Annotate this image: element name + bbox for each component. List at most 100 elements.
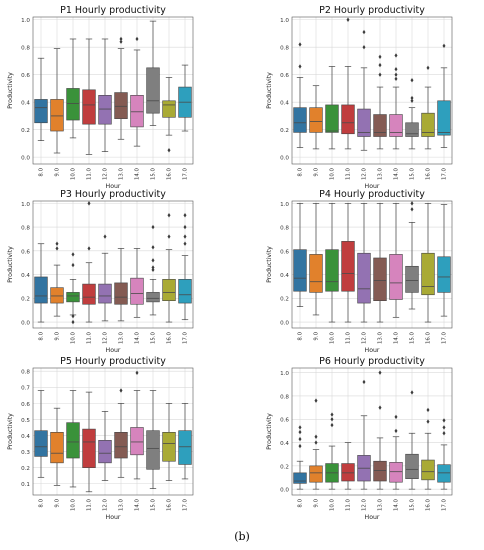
y-tick-label: 0.0 (280, 156, 289, 162)
y-tick-label: 1.0 (21, 18, 30, 24)
box-iqr-14.0 (389, 462, 403, 483)
y-tick-label: 0.0 (21, 156, 30, 162)
x-tick-label: 10.0 (330, 498, 336, 511)
outlier-point (442, 43, 446, 49)
axes-frame (32, 16, 194, 165)
y-tick-label: 0.3 (21, 450, 30, 456)
outlier-point (442, 425, 446, 430)
outlier-point (394, 76, 398, 82)
box-iqr-8.0 (34, 99, 48, 124)
y-axis-label: Productivity (266, 246, 273, 283)
chart-title: P6 Hourly productivity (319, 356, 425, 367)
x-tick-label: 8.0 (39, 498, 45, 507)
x-tick-label: 17.0 (442, 498, 448, 511)
box-iqr-11.0 (82, 89, 96, 125)
x-axis-label: Hour (365, 514, 380, 521)
outlier-point (183, 213, 187, 218)
x-tick-label: 11.0 (346, 498, 352, 511)
box-iqr-9.0 (309, 465, 323, 483)
chart-panel-5: 0.1 0.2 0.3 0.4 0.5 0.6 0.7 0.8 8.0 9.0 10.0 11.0 12… (7, 356, 194, 521)
box-iqr-14.0 (389, 254, 403, 300)
outlier-point (314, 434, 318, 439)
outlier-point (410, 95, 414, 101)
box-iqr-15.0 (405, 122, 419, 137)
outlier-point (330, 412, 334, 417)
outlier-point (183, 234, 187, 239)
x-tick-label: 12.0 (103, 167, 109, 180)
outlier-point (426, 419, 430, 424)
y-tick-label: 0.4 (21, 101, 30, 107)
x-tick-label: 15.0 (410, 331, 416, 344)
box-iqr-13.0 (373, 114, 387, 137)
outlier-point (119, 388, 123, 393)
box-iqr-9.0 (50, 99, 64, 132)
x-tick-label: 11.0 (87, 331, 93, 344)
x-tick-label: 13.0 (119, 331, 125, 344)
y-axis-label: Productivity (7, 246, 14, 283)
outlier-point (183, 241, 187, 246)
box-iqr-16.0 (162, 100, 176, 118)
box-iqr-16.0 (162, 279, 176, 302)
outlier-point (298, 443, 302, 449)
figure-caption: (b) (234, 530, 250, 543)
box-iqr-11.0 (82, 428, 96, 468)
outlier-point (183, 224, 187, 230)
box-iqr-10.0 (325, 249, 339, 292)
outlier-point (55, 246, 59, 251)
outlier-point (151, 265, 155, 270)
chart-panel-2: 0.0 0.2 0.4 0.6 0.8 1.0 8.0 9.0 10.0 11.0 12.0 13.0… (266, 5, 453, 190)
x-tick-label: 9.0 (55, 331, 61, 340)
x-tick-label: 8.0 (39, 167, 45, 176)
box-iqr-16.0 (162, 432, 176, 462)
x-tick-label: 12.0 (362, 498, 368, 511)
box-iqr-14.0 (130, 427, 144, 456)
y-tick-label: 0.4 (280, 441, 289, 447)
outlier-point (410, 77, 414, 83)
x-tick-label: 10.0 (71, 167, 77, 180)
x-tick-label: 11.0 (87, 167, 93, 180)
y-tick-label: 1.0 (280, 371, 289, 377)
chart-panel-3: 0.0 0.2 0.4 0.6 0.8 1.0 8.0 9.0 10.0 11.0 12.0 13.0… (7, 189, 194, 354)
outlier-point (410, 390, 414, 395)
outlier-point (314, 440, 318, 445)
x-tick-label: 11.0 (346, 331, 352, 344)
y-axis-label: Productivity (266, 413, 273, 450)
outlier-point (378, 370, 382, 375)
x-tick-label: 17.0 (183, 167, 189, 180)
y-tick-label: 0.5 (21, 418, 30, 424)
x-tick-label: 9.0 (314, 331, 320, 340)
outlier-point (410, 207, 414, 212)
chart-title: P5 Hourly productivity (60, 356, 166, 367)
box-iqr-14.0 (130, 277, 144, 305)
x-tick-label: 15.0 (410, 498, 416, 511)
y-tick-label: 0.8 (21, 226, 30, 232)
chart-title: P3 Hourly productivity (60, 189, 166, 200)
x-tick-label: 10.0 (330, 167, 336, 180)
box-iqr-16.0 (421, 459, 435, 481)
outlier-point (151, 258, 155, 263)
axes-frame (291, 200, 453, 329)
outlier-point (71, 319, 75, 325)
x-tick-label: 15.0 (151, 167, 157, 180)
box-iqr-9.0 (50, 287, 64, 304)
axes-frame (32, 200, 194, 329)
outlier-point (71, 262, 75, 268)
x-axis-label: Hour (106, 347, 121, 354)
outlier-point (119, 36, 123, 42)
outlier-point (151, 267, 155, 273)
x-tick-label: 8.0 (39, 331, 45, 340)
y-axis-label: Productivity (7, 72, 14, 109)
x-tick-label: 13.0 (378, 167, 384, 180)
chart-title: P4 Hourly productivity (319, 189, 425, 200)
outlier-point (71, 252, 75, 257)
outlier-point (394, 72, 398, 77)
y-tick-label: 0.8 (21, 46, 30, 52)
outlier-point (442, 418, 446, 423)
x-tick-label: 9.0 (314, 498, 320, 507)
y-tick-label: 0.7 (21, 386, 30, 392)
x-tick-label: 8.0 (298, 331, 304, 340)
x-tick-label: 16.0 (167, 331, 173, 344)
y-tick-label: 0.8 (280, 394, 289, 400)
outlier-point (71, 313, 75, 319)
